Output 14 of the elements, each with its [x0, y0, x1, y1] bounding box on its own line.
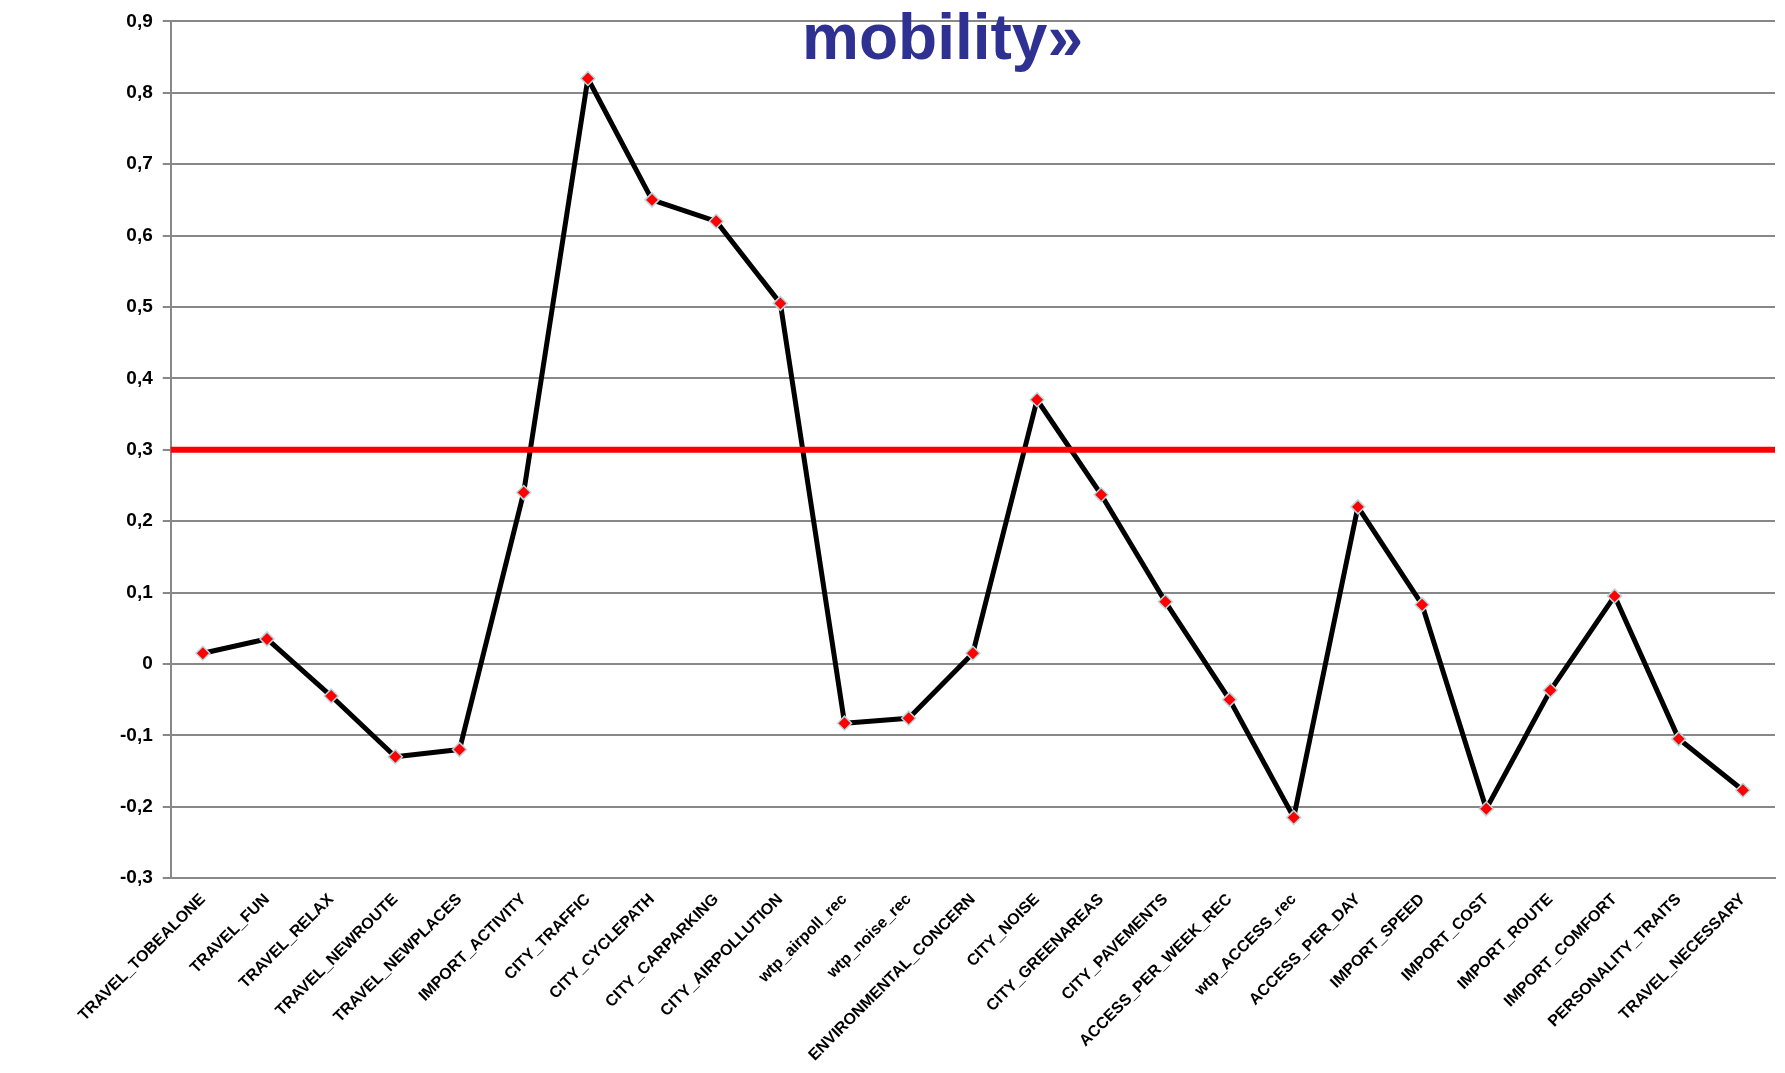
y-tick-label: 0,1	[126, 580, 154, 602]
y-tick-label: 0,7	[126, 152, 153, 174]
y-tick-label: 0,8	[126, 81, 153, 103]
y-tick-label: 0,6	[126, 223, 153, 245]
y-tick-label: 0,3	[126, 437, 153, 459]
y-tick-label: 0	[142, 652, 153, 674]
y-tick-label: 0,2	[126, 509, 153, 531]
y-tick-label: -0,2	[119, 794, 153, 816]
chart-title: mobility»	[802, 1, 1083, 73]
y-tick-label: -0,3	[119, 866, 153, 888]
y-tick-label: -0,1	[119, 723, 154, 745]
y-tick-label: 0,5	[126, 295, 154, 317]
y-tick-label: 0,4	[126, 366, 154, 388]
y-tick-label: 0,9	[126, 9, 153, 31]
